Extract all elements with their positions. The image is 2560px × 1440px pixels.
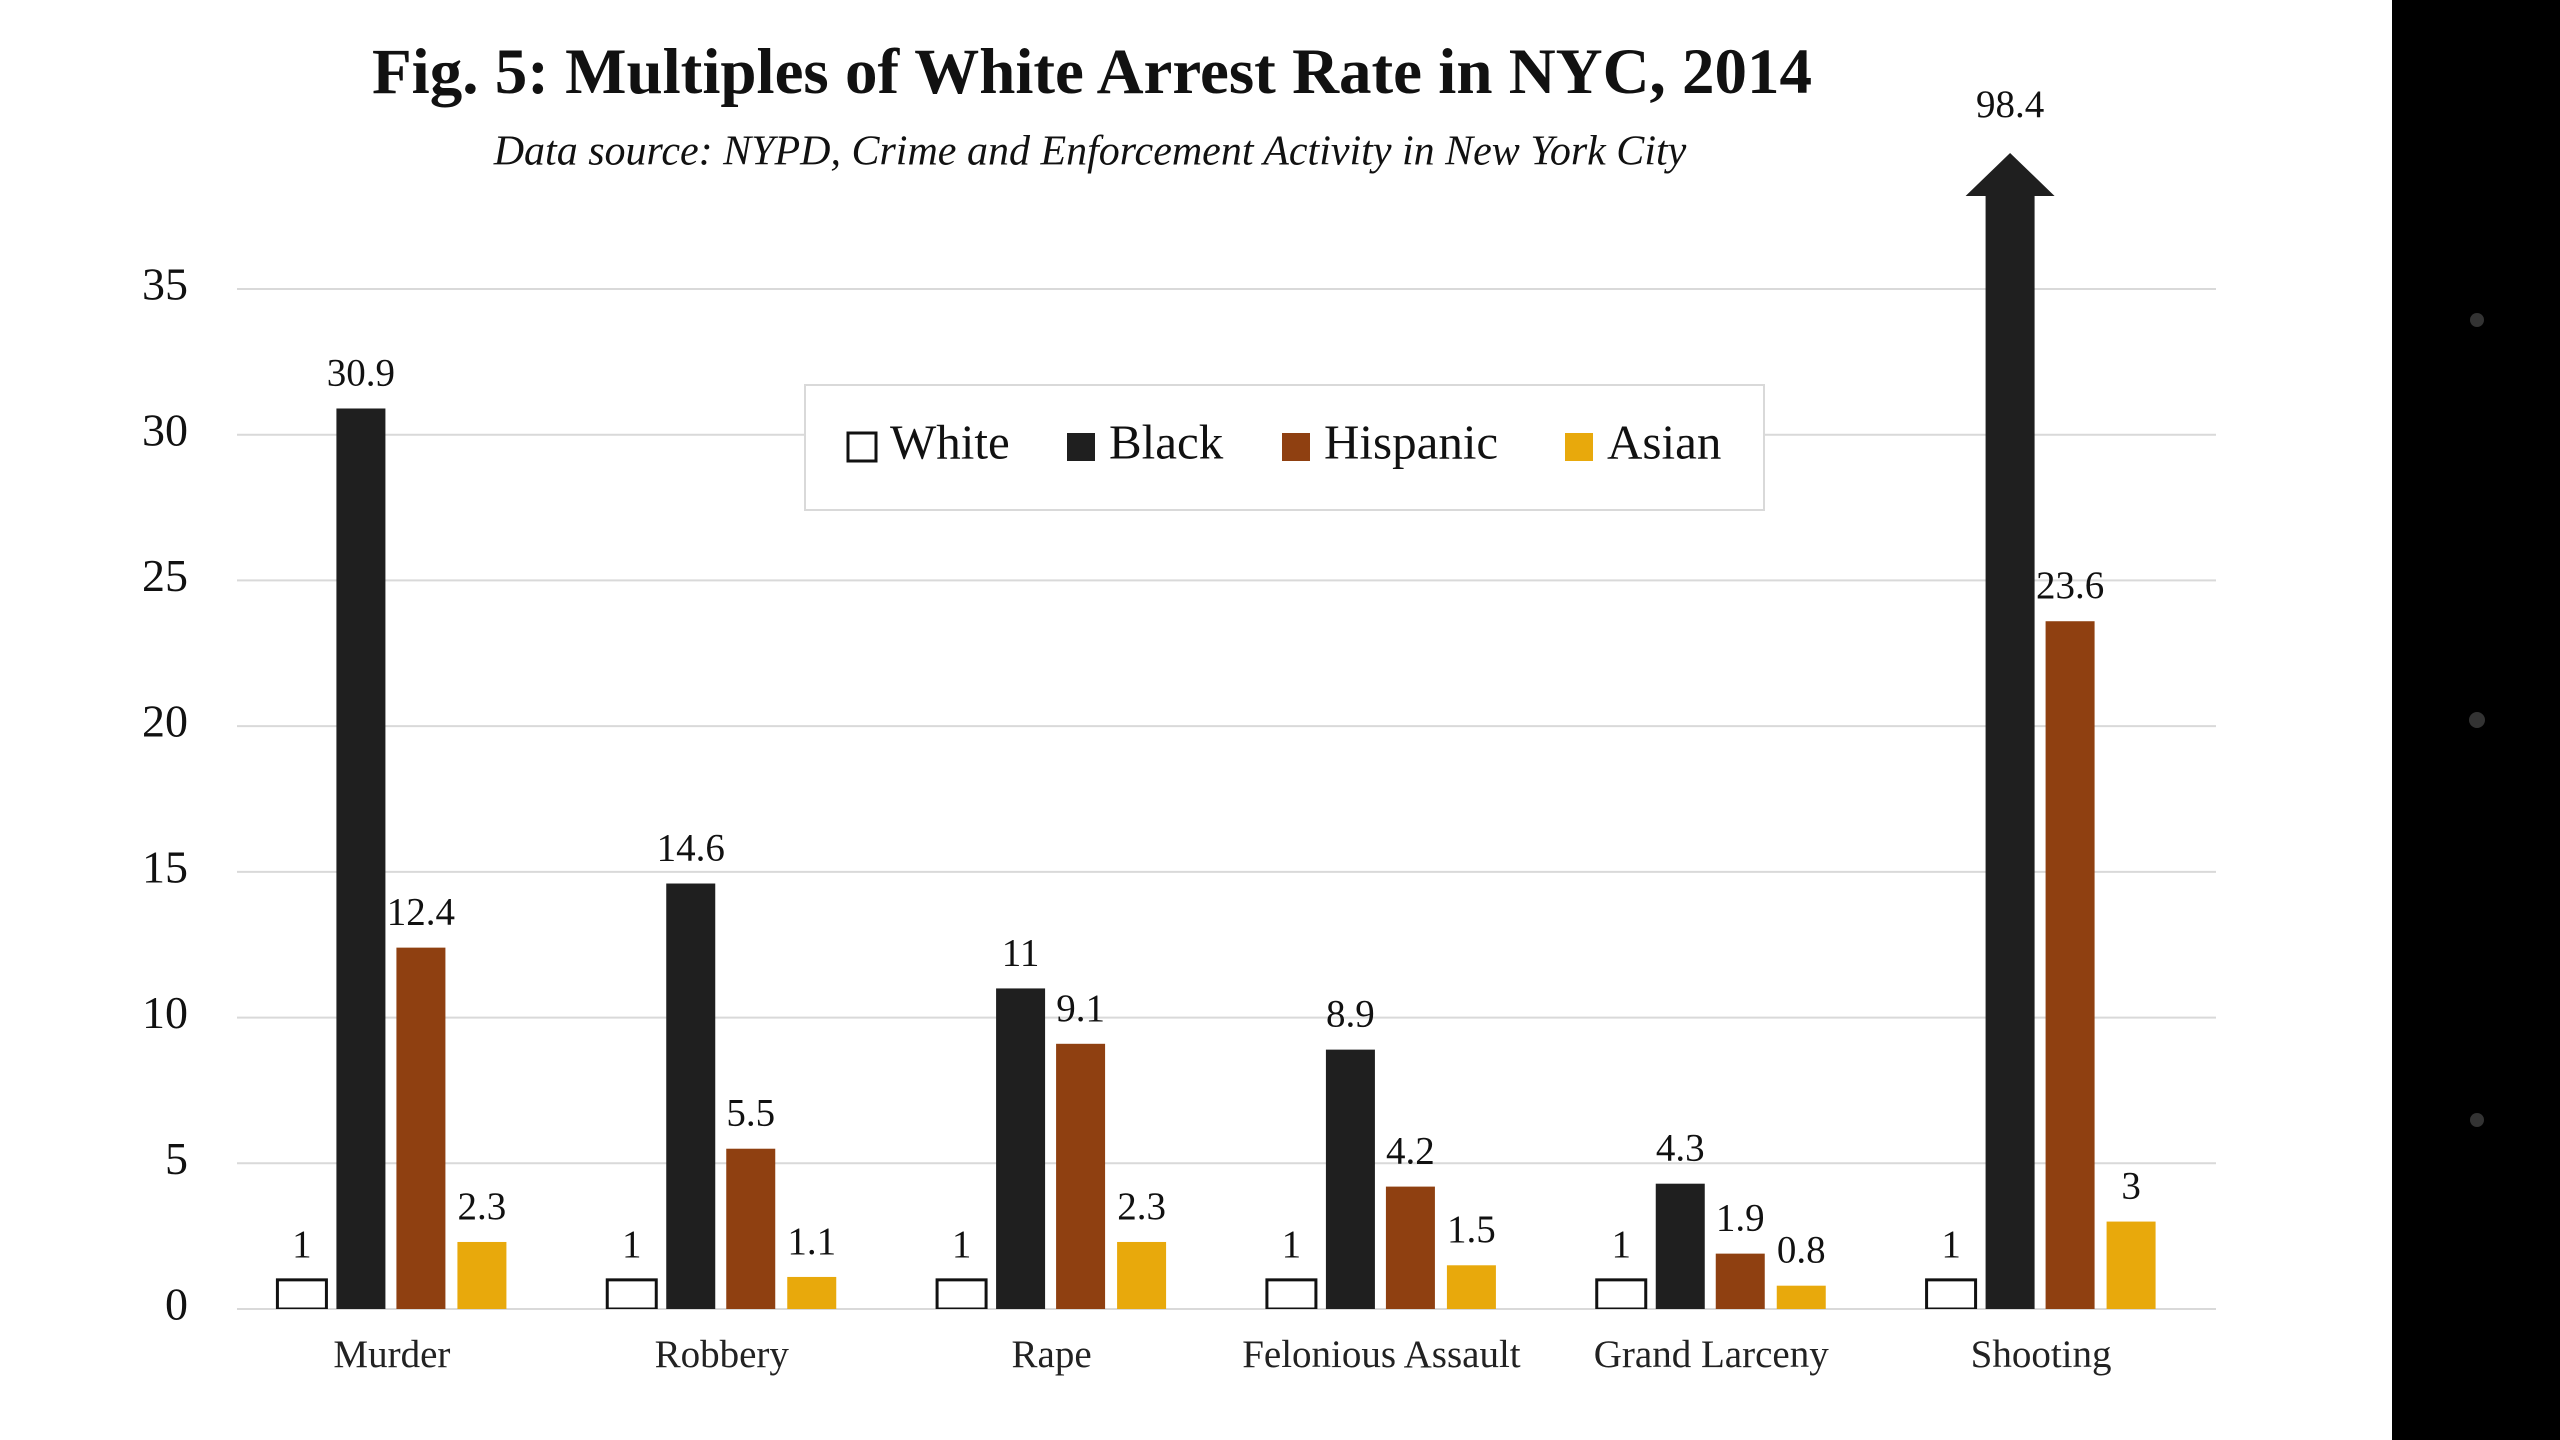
bar <box>726 1148 776 1309</box>
value-label: 23.6 <box>2036 564 2104 607</box>
chart-title: Fig. 5: Multiples of White Arrest Rate i… <box>372 36 1812 108</box>
value-label: 5.5 <box>726 1092 775 1135</box>
value-label: 2.3 <box>1117 1185 1166 1228</box>
value-label: 4.2 <box>1386 1130 1435 1173</box>
y-tick-label: 0 <box>165 1279 188 1330</box>
x-tick-label: Shooting <box>1971 1333 2112 1376</box>
bar <box>336 408 386 1309</box>
y-tick-label: 20 <box>142 696 188 747</box>
bar <box>605 1278 658 1309</box>
bar <box>996 988 1046 1309</box>
value-label: 1.9 <box>1716 1197 1765 1240</box>
x-tick-label: Murder <box>333 1333 450 1376</box>
value-label: 98.4 <box>1976 83 2044 126</box>
value-label: 1.1 <box>787 1220 836 1263</box>
nav-dot <box>2470 1113 2484 1127</box>
bar <box>1985 196 2035 1309</box>
bar <box>1056 1043 1106 1309</box>
value-label: 1 <box>1612 1223 1632 1266</box>
bar <box>1715 1253 1765 1309</box>
bar <box>1117 1241 1167 1309</box>
bar <box>1776 1285 1826 1309</box>
value-label: 1.5 <box>1447 1208 1496 1251</box>
bar <box>2106 1221 2156 1309</box>
bar <box>1325 1049 1375 1309</box>
bar <box>1446 1265 1496 1309</box>
x-tick-label: Rape <box>1012 1333 1092 1376</box>
bar <box>1595 1278 1648 1309</box>
y-tick-label: 5 <box>165 1133 188 1184</box>
value-label: 1 <box>1941 1223 1961 1266</box>
y-tick-label: 10 <box>142 987 188 1038</box>
chart-subtitle: Data source: NYPD, Crime and Enforcement… <box>493 129 1687 175</box>
bar <box>935 1278 988 1309</box>
bars <box>275 196 2156 1309</box>
bar <box>1655 1183 1705 1309</box>
legend-swatch <box>1067 433 1095 461</box>
grid: 0 5 10 15 20 25 30 35 <box>142 259 2216 1330</box>
legend-swatch <box>846 431 878 463</box>
bar <box>2045 621 2095 1309</box>
nav-dot <box>2469 712 2485 728</box>
value-label: 2.3 <box>458 1185 507 1228</box>
legend-label: Hispanic <box>1324 414 1498 469</box>
bar <box>666 883 716 1309</box>
legend-label: White <box>890 414 1010 469</box>
value-label: 1 <box>952 1223 972 1266</box>
value-label: 14.6 <box>657 826 725 869</box>
value-label: 3 <box>2121 1165 2141 1208</box>
y-tick-label: 15 <box>142 841 188 892</box>
legend-label: Black <box>1109 414 1224 469</box>
value-label: 1 <box>622 1223 642 1266</box>
legend-swatch <box>1565 433 1593 461</box>
value-label: 11 <box>1002 931 1040 974</box>
y-tick-label: 30 <box>142 404 188 455</box>
x-tick-label: Robbery <box>655 1333 790 1376</box>
legend: White Black Hispanic Asian <box>846 414 1721 469</box>
labels: Murder 1 30.9 12.4 2.3 Robbery 1 14.6 5.5 1.1 Rape… <box>292 83 2141 1376</box>
bar <box>457 1241 507 1309</box>
bar <box>275 1278 328 1309</box>
value-label: 9.1 <box>1056 987 1105 1030</box>
value-label: 12.4 <box>387 891 455 934</box>
value-label: 1 <box>292 1223 312 1266</box>
bar <box>1925 1278 1978 1309</box>
bar <box>787 1276 837 1309</box>
legend-label: Asian <box>1607 414 1721 469</box>
x-tick-label: Grand Larceny <box>1594 1333 1829 1376</box>
y-tick-label: 25 <box>142 550 188 601</box>
y-tick-label: 35 <box>142 259 188 310</box>
bar <box>1385 1186 1435 1309</box>
value-label: 8.9 <box>1326 993 1375 1036</box>
value-label: 4.3 <box>1656 1127 1705 1170</box>
legend-swatch <box>1282 433 1310 461</box>
bar <box>396 947 446 1309</box>
overflow-arrow <box>1965 153 2055 196</box>
x-tick-label: Felonious Assault <box>1242 1333 1521 1376</box>
value-label: 0.8 <box>1777 1229 1826 1272</box>
value-label: 30.9 <box>327 351 395 394</box>
value-label: 1 <box>1282 1223 1302 1266</box>
nav-dot <box>2470 313 2484 327</box>
bar <box>1265 1278 1318 1309</box>
